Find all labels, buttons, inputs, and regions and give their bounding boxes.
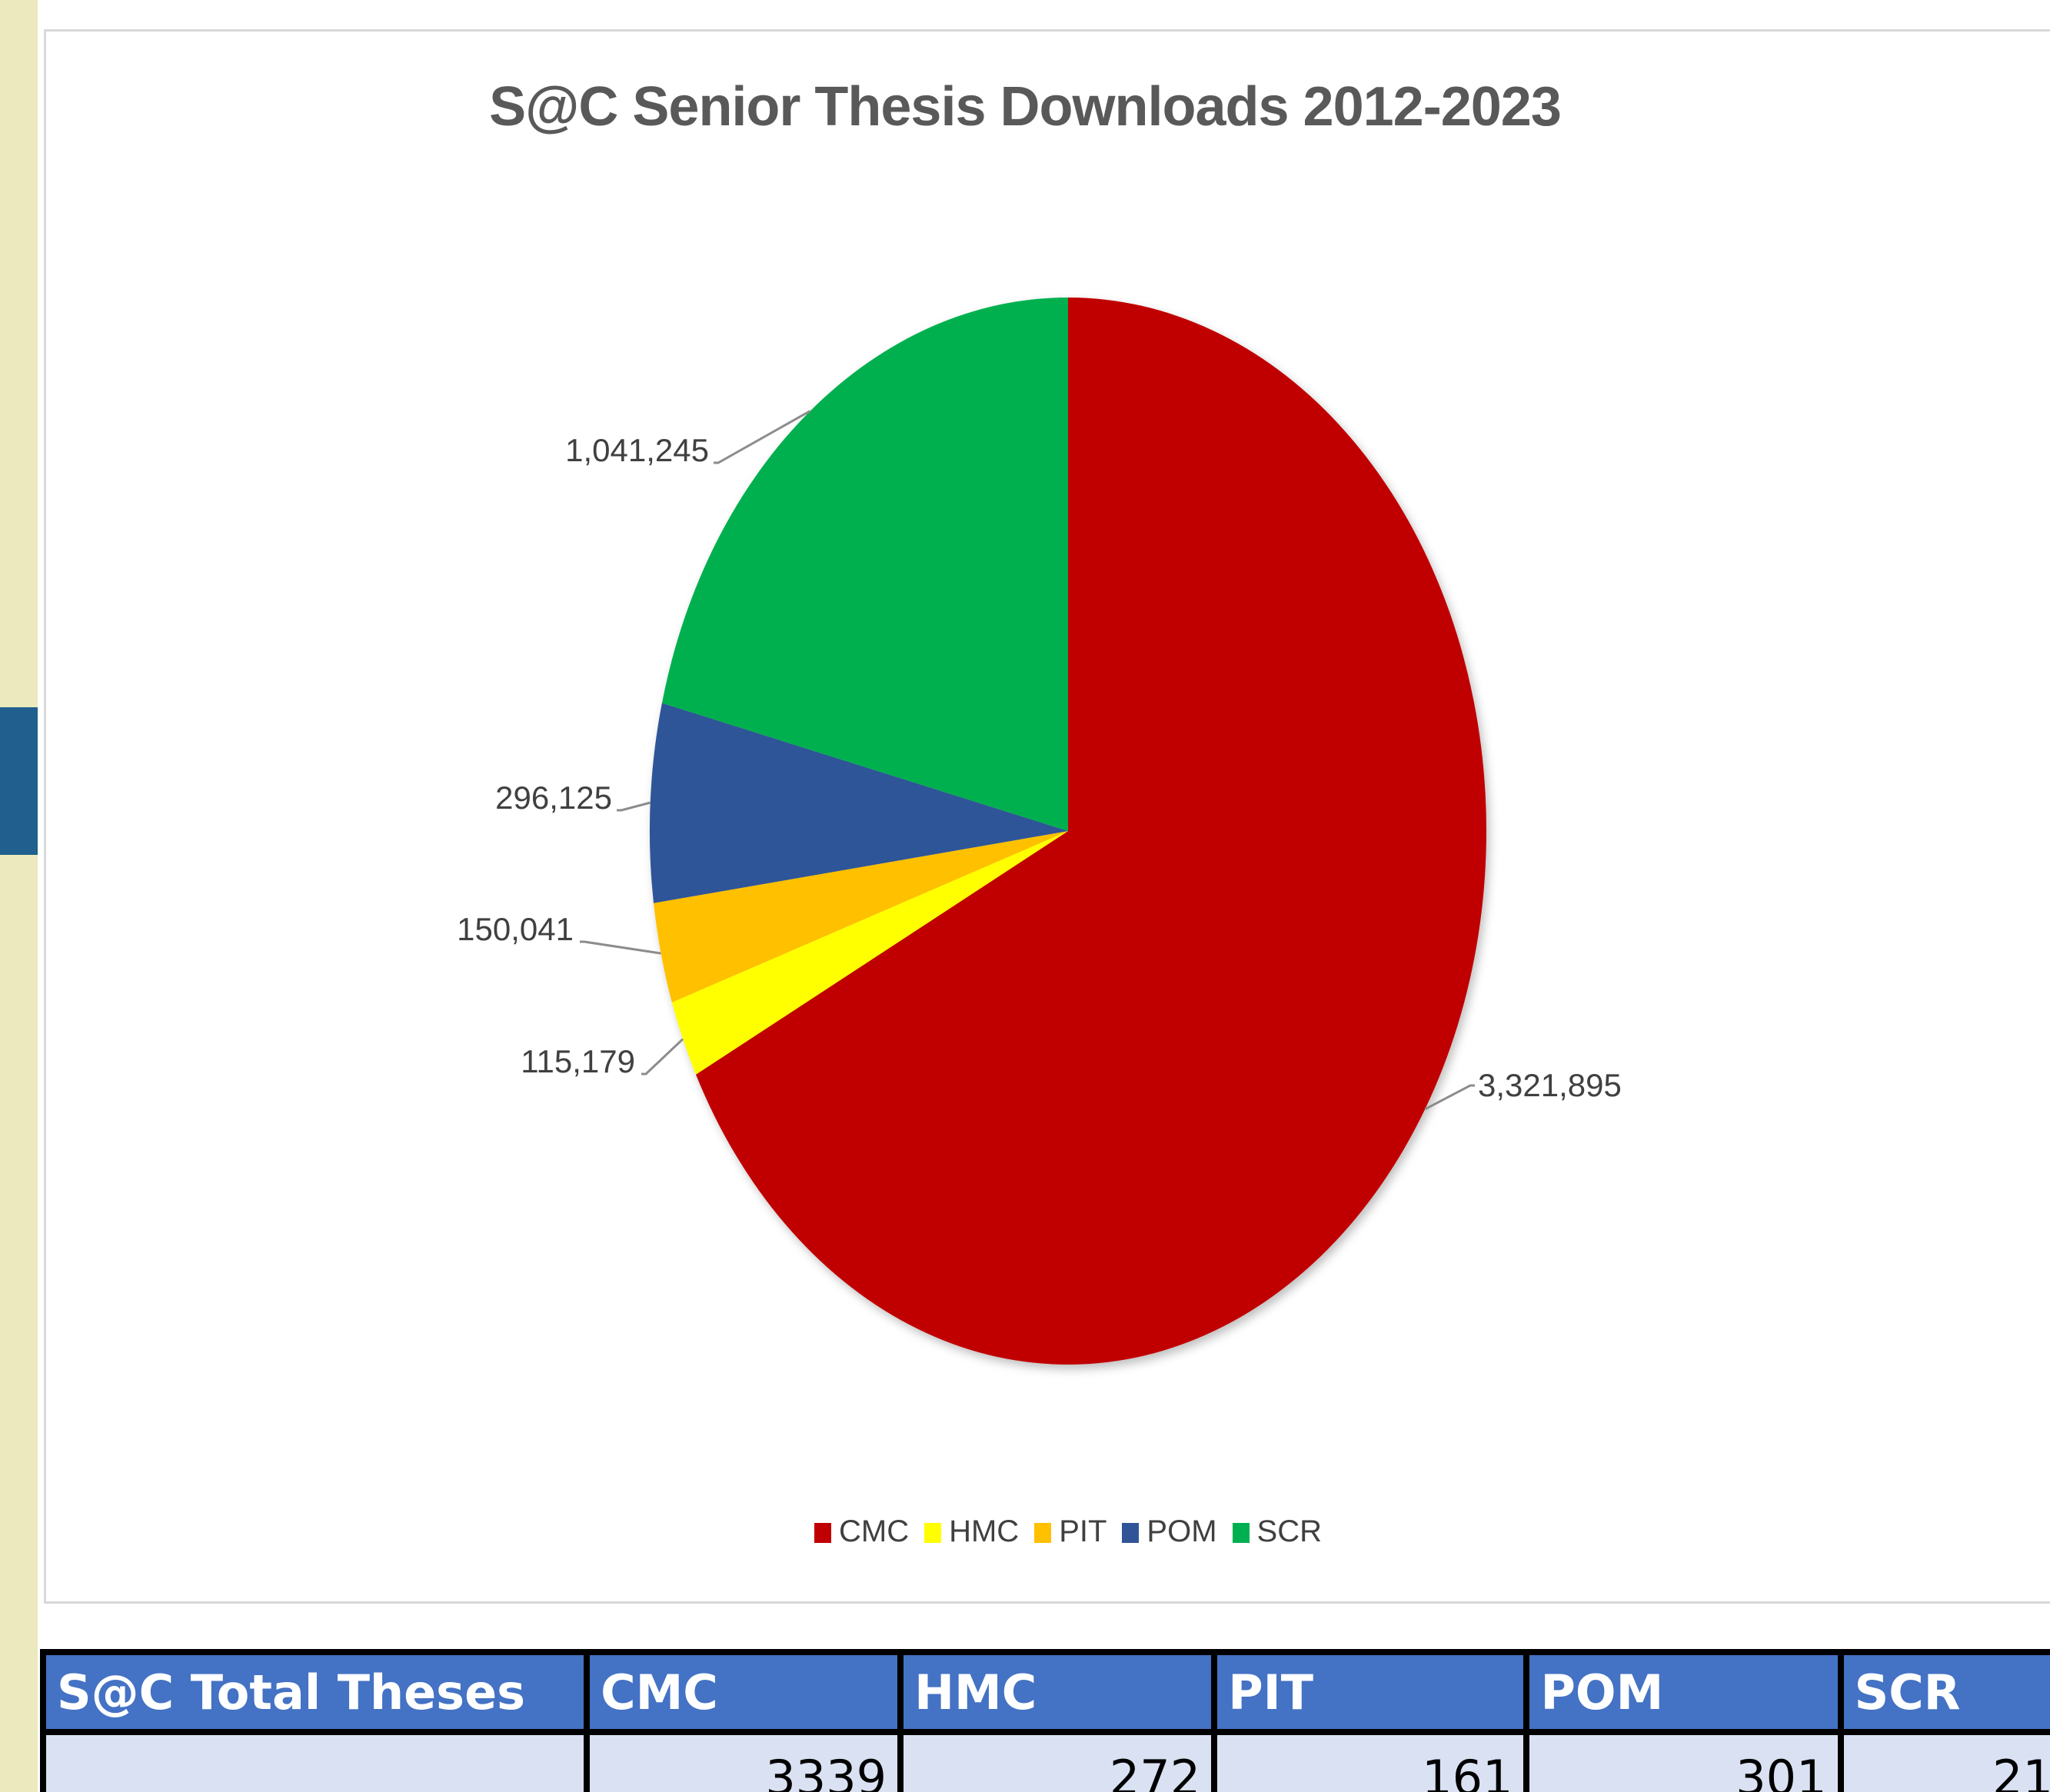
legend-item-hmc: HMC (924, 1514, 1019, 1549)
legend-swatch-pit (1034, 1523, 1052, 1543)
legend-item-cmc: CMC (814, 1514, 909, 1549)
table-header-cell: HMC (897, 1649, 1218, 1735)
leader-line-hmc (641, 1038, 684, 1076)
legend-swatch-hmc (924, 1523, 942, 1543)
chart-title: S@C Senior Thesis Downloads 2012-2023 (489, 76, 1562, 138)
left-accent-stripe (0, 0, 38, 1792)
theses-table: S@C Total Theses CMC HMC PIT POM SCR 333… (39, 1649, 2050, 1792)
pie-slice-scr (661, 297, 1068, 831)
slide-position-marker (0, 707, 38, 855)
table-cell: 161 (1211, 1729, 1530, 1792)
legend-label: PIT (1059, 1514, 1107, 1548)
table-header-cell: CMC (584, 1649, 904, 1735)
pie-slice-pit (653, 831, 1068, 1002)
pie-slice-hmc (671, 831, 1068, 1075)
leader-line-scr (714, 410, 811, 464)
table-cell: 21 (1837, 1729, 2050, 1792)
legend-label: POM (1146, 1514, 1217, 1548)
theses-table-container: S@C Total Theses CMC HMC PIT POM SCR 333… (39, 1649, 2050, 1792)
leader-line-pom (617, 801, 651, 812)
pie-slice-cmc (695, 298, 1486, 1365)
table-header-cell: POM (1523, 1649, 1844, 1735)
table-row: 3339 272 161 301 21 (39, 1729, 2050, 1792)
data-label-scr: 1,041,245 (565, 432, 709, 468)
data-label-cmc: 3,321,895 (1478, 1067, 1622, 1103)
table-header-cell: S@C Total Theses (39, 1649, 591, 1735)
table-cell: 301 (1523, 1729, 1844, 1792)
data-label-hmc: 115,179 (521, 1043, 635, 1079)
legend-swatch-scr (1232, 1523, 1250, 1543)
pie-slice-pom (650, 703, 1068, 903)
leader-line-cmc (1424, 1084, 1475, 1111)
pie-chart: 3,321,895 115,179 150,041 296,125 1,041,245 (457, 297, 1622, 1365)
leader-line-pit (580, 940, 661, 955)
table-cell: 3339 (584, 1729, 904, 1792)
table-cell: 272 (897, 1729, 1218, 1792)
legend-label: CMC (839, 1514, 910, 1548)
table-header-cell: PIT (1211, 1649, 1530, 1735)
legend-label: SCR (1256, 1514, 1322, 1548)
legend-item-scr: SCR (1232, 1514, 1322, 1549)
table-cell (39, 1729, 591, 1792)
data-label-pit: 150,041 (457, 911, 574, 947)
legend-item-pit: PIT (1034, 1514, 1107, 1549)
data-label-pom: 296,125 (495, 780, 612, 816)
chart-legend: CMC HMC PIT POM SCR (0, 1514, 2050, 1549)
legend-label: HMC (949, 1514, 1020, 1548)
legend-swatch-pom (1122, 1523, 1140, 1543)
table-header-cell: SCR (1837, 1649, 2050, 1735)
legend-swatch-cmc (814, 1523, 831, 1543)
table-header-row: S@C Total Theses CMC HMC PIT POM SCR (39, 1649, 2050, 1735)
legend-item-pom: POM (1122, 1514, 1217, 1549)
